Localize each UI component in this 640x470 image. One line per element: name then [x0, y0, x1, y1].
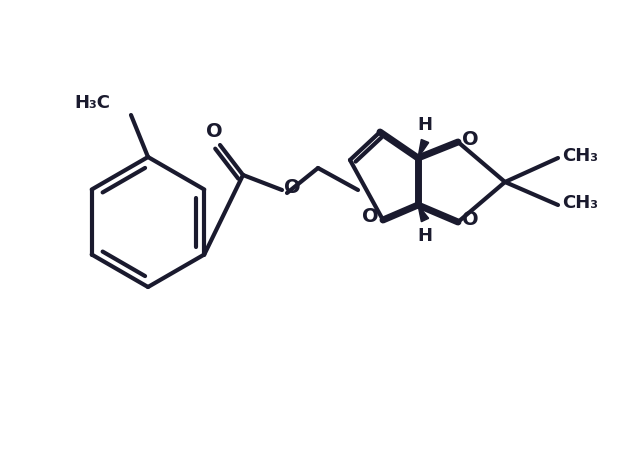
Text: H: H — [417, 227, 433, 245]
Text: O: O — [461, 210, 478, 228]
Text: O: O — [205, 122, 222, 141]
Text: H: H — [417, 116, 433, 134]
Polygon shape — [418, 140, 429, 158]
Text: O: O — [461, 130, 478, 149]
Polygon shape — [418, 205, 429, 222]
Text: O: O — [284, 178, 300, 196]
Text: H₃C: H₃C — [74, 94, 110, 112]
Text: O: O — [362, 206, 378, 226]
Text: CH₃: CH₃ — [562, 194, 598, 212]
Text: CH₃: CH₃ — [562, 147, 598, 165]
